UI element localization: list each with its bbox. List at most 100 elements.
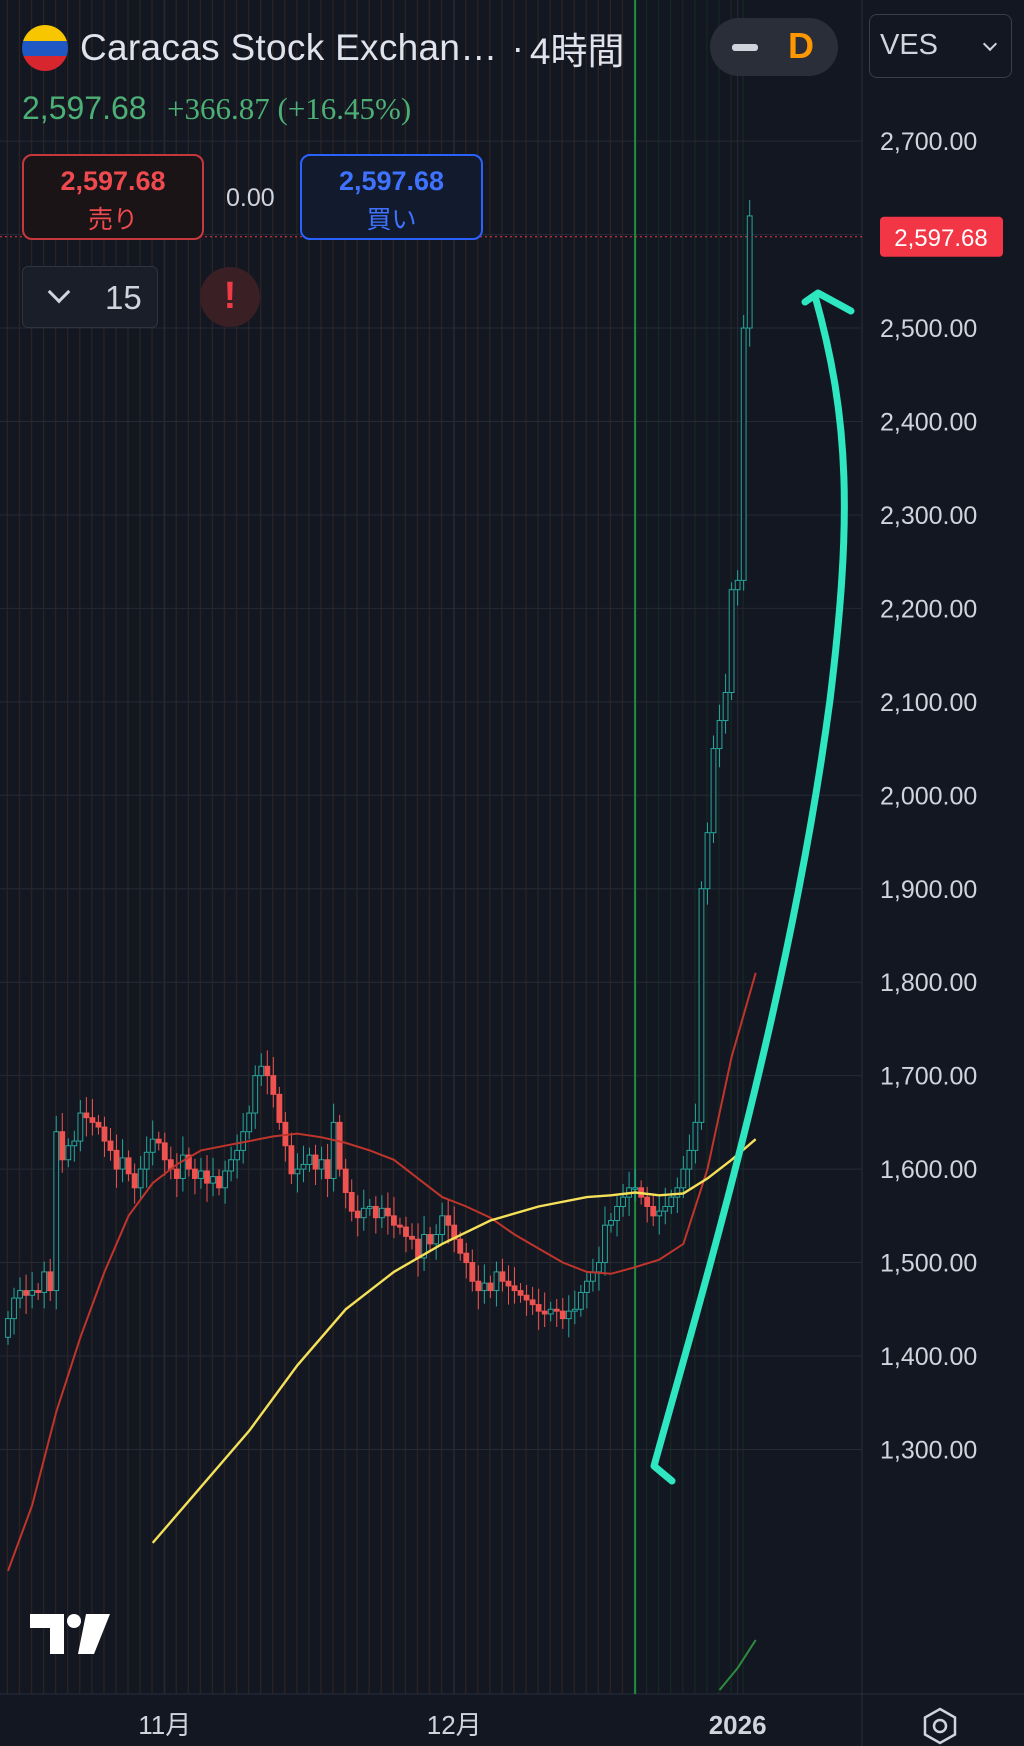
candle [427,1227,434,1252]
time-axis[interactable]: 11月 12月 2026 [138,1710,766,1740]
candle-body-up [306,1154,313,1165]
price-axis-tick-label: 2,700.00 [880,128,977,156]
candle [149,1120,156,1166]
annotation-arrow [650,289,855,1485]
candle-body-up [716,720,723,750]
candle [692,1103,699,1164]
candle-body-up [662,1205,669,1212]
candle-body-down [348,1191,355,1212]
candle-body-up [608,1219,614,1226]
candle-body-up [366,1205,373,1209]
candle [258,1053,265,1086]
candle [596,1246,602,1291]
warning-icon[interactable]: ! [200,267,260,327]
symbol-header[interactable]: Caracas Stock Exchan… · 4時間 [22,22,625,74]
candle-body-down [47,1271,54,1292]
candle [264,1050,271,1095]
moving-average-extra-line [718,1639,757,1691]
candle [505,1265,512,1305]
indicator-toggle-button[interactable]: 15 [22,266,158,328]
candle-body-up [547,1308,554,1315]
period-button[interactable]: D [788,25,814,66]
candle [348,1179,355,1222]
price-axis[interactable]: 1,300.00 1,400.00 1,500.00 1,600.00 1,700.00… [880,128,977,1464]
candle-body-up [246,1112,253,1133]
candle [686,1134,693,1188]
candle [354,1195,361,1237]
symbol-title[interactable]: Caracas Stock Exchan… [80,27,498,68]
candle-body-up [674,1187,681,1198]
candle [571,1290,578,1325]
candle [161,1132,168,1176]
candle-body-up [294,1168,301,1175]
candle-body-down [270,1075,277,1095]
candle-body-down [523,1294,530,1301]
buy-button[interactable]: 2,597.68 買い [300,154,483,240]
candle [559,1298,566,1329]
candle-body-down [354,1210,361,1219]
warning-glyph: ! [223,275,237,317]
spread-value: 0.00 [226,184,275,212]
candle [620,1184,626,1217]
candle-body-up [252,1075,259,1114]
candle [276,1086,283,1130]
candle-body-up [632,1187,639,1190]
tradingview-logo-icon[interactable] [28,1610,114,1658]
sell-button[interactable]: 2,597.68 売り [22,154,204,240]
interval-label[interactable]: 4時間 [529,31,625,72]
candle-body-up [421,1234,427,1259]
currency-select[interactable]: VES [869,14,1012,78]
candle-body-down [409,1235,415,1240]
candle-body-up [493,1271,500,1292]
price-axis-tick-label: 2,100.00 [880,689,977,717]
candle-body-up [11,1297,17,1320]
candle-body-down [553,1308,560,1312]
candle-body-down [192,1168,198,1179]
candle-body-up [137,1168,144,1189]
candle [198,1157,204,1189]
candle [722,673,729,734]
candle-body-down [427,1234,434,1245]
moving-average-fast-line [7,972,757,1572]
candle [614,1196,620,1237]
candle-body-down [336,1121,343,1170]
candle-body-down [391,1215,397,1226]
candle [457,1231,464,1261]
candle [487,1275,494,1299]
candle-body-down [415,1238,421,1259]
candle-body-down [469,1262,476,1282]
background-bands [6,0,744,1694]
candle [517,1283,524,1303]
candle [336,1114,343,1177]
candle-body-up [571,1308,578,1312]
moving-average-slow-line [151,1138,757,1544]
settings-icon[interactable] [920,1706,960,1746]
candle-body-down [475,1280,482,1292]
candle [656,1195,663,1235]
candle [204,1155,210,1202]
candle [17,1277,23,1309]
candle [698,881,705,1130]
price-axis-tick-label: 1,700.00 [880,1063,977,1091]
minus-icon[interactable] [732,44,758,51]
candle [583,1270,590,1309]
candle-body-down [288,1145,295,1175]
candle-body-up [258,1065,265,1077]
candle-body-up [65,1145,72,1161]
candle [210,1157,216,1197]
candle [95,1114,102,1135]
candle-body-up [577,1291,584,1310]
candle [294,1153,301,1193]
period-toggle[interactable]: D [710,18,838,76]
candle [240,1113,247,1164]
candle-body-up [17,1290,23,1299]
candle-body-up [565,1310,572,1320]
candle [306,1147,313,1172]
candle [288,1132,295,1185]
candle-body-down [541,1310,548,1315]
candle-body-up [149,1138,156,1153]
candle [384,1192,391,1235]
candle [5,1311,11,1345]
candle [391,1197,397,1239]
